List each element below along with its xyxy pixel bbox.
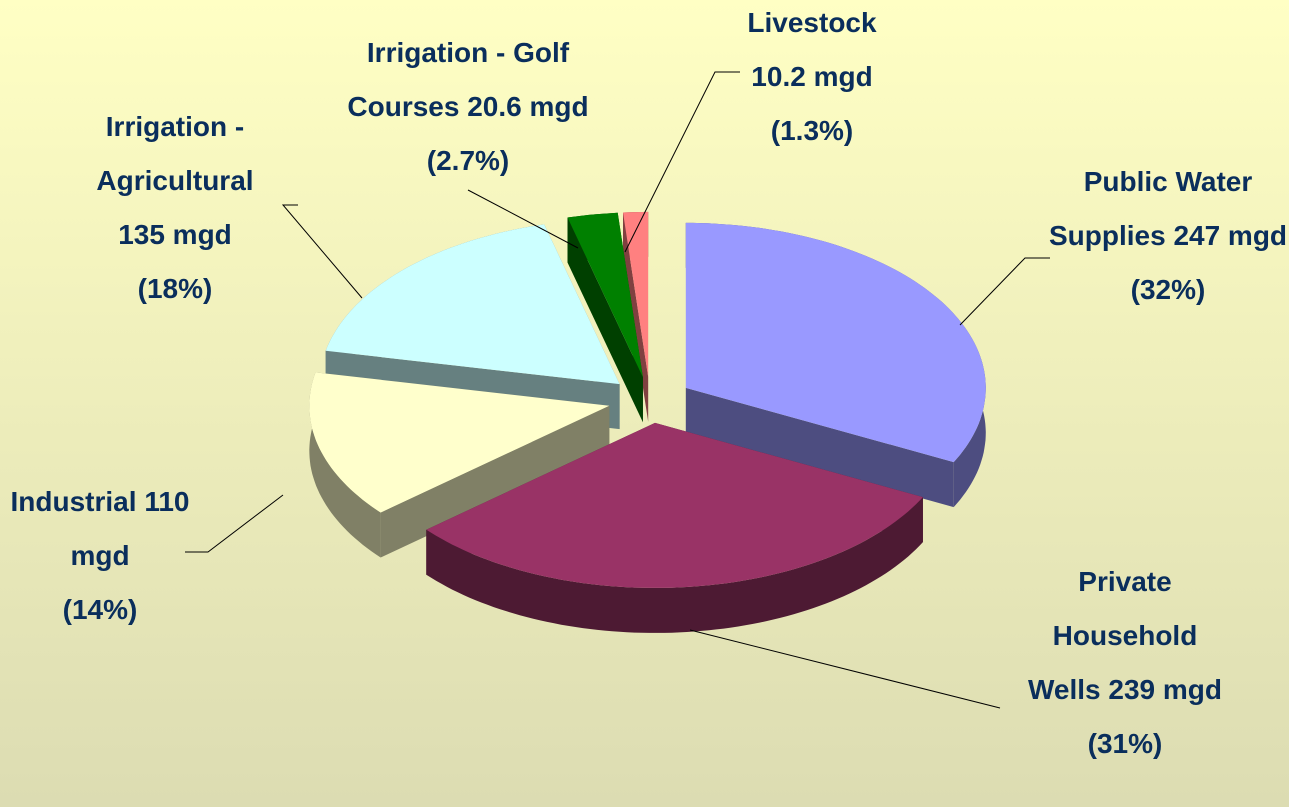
slice bbox=[685, 222, 986, 463]
percent-label: (31%) bbox=[1087, 728, 1163, 759]
slice-side bbox=[309, 372, 381, 558]
category-name: Public Water Supplies bbox=[1048, 166, 1253, 251]
slice-side bbox=[685, 387, 954, 508]
leader-line bbox=[959, 257, 1050, 326]
slice-label: Irrigation - Golf Courses 20.6 mgd (2.7%… bbox=[323, 26, 613, 188]
leader-line bbox=[624, 71, 740, 253]
category-name: Industrial bbox=[10, 486, 137, 517]
slice bbox=[426, 422, 923, 588]
value-label: 10.2 mgd bbox=[751, 61, 873, 92]
slice-side bbox=[623, 212, 649, 422]
slice-label: Livestock 10.2 mgd (1.3%) bbox=[722, 0, 902, 158]
slice-label: Private Household Wells 239 mgd (31%) bbox=[1025, 555, 1225, 771]
leader-line bbox=[281, 204, 363, 299]
slice bbox=[567, 212, 643, 378]
category-name: Livestock bbox=[747, 7, 877, 38]
value-label: 135 mgd bbox=[118, 219, 232, 250]
slice-side bbox=[567, 217, 643, 423]
slice-label: Irrigation - Agricultural 135 mgd (18%) bbox=[70, 100, 280, 316]
slice-side bbox=[426, 497, 923, 633]
slice bbox=[623, 211, 649, 377]
percent-label: (32%) bbox=[1130, 274, 1206, 305]
slice-label: Public Water Supplies 247 mgd (32%) bbox=[1048, 155, 1288, 317]
category-name: Irrigation - Agricultural bbox=[96, 111, 254, 196]
category-name: Private Household Wells bbox=[1027, 566, 1198, 705]
value-label: 239 mgd bbox=[1108, 674, 1222, 705]
value-label: 110 mgd bbox=[70, 486, 190, 571]
percent-label: (18%) bbox=[137, 273, 213, 304]
leader-line bbox=[185, 494, 284, 553]
slice bbox=[325, 224, 620, 385]
leader-line bbox=[689, 629, 1001, 709]
value-label: 20.6 mgd bbox=[467, 91, 589, 122]
percent-label: (1.3%) bbox=[770, 115, 854, 146]
percent-label: (14%) bbox=[62, 594, 138, 625]
slice-label: Industrial 110 mgd (14%) bbox=[10, 475, 190, 637]
slice bbox=[309, 372, 610, 513]
category-name: Irrigation - Golf Courses bbox=[347, 37, 570, 122]
value-label: 247 mgd bbox=[1173, 220, 1288, 251]
leader-line bbox=[467, 189, 579, 249]
percent-label: (2.7%) bbox=[426, 145, 510, 176]
